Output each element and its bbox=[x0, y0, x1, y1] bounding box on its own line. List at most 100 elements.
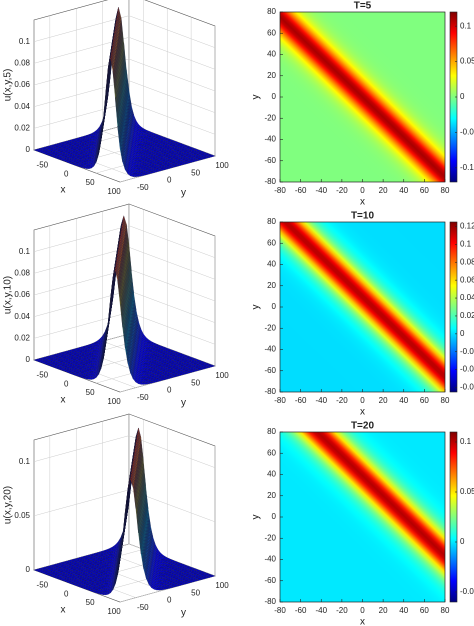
x-tick-label: -80 bbox=[274, 396, 286, 405]
field bbox=[280, 432, 445, 602]
y-tick-label: 100 bbox=[215, 581, 229, 590]
y-tick-label: -40 bbox=[264, 135, 276, 144]
x-tick-label: 40 bbox=[399, 396, 408, 405]
z-tick-label: 0 bbox=[26, 565, 31, 574]
x-tick-label: -80 bbox=[274, 606, 286, 615]
y-tick-label: 80 bbox=[267, 217, 276, 226]
y-tick-label: 50 bbox=[191, 168, 200, 177]
x-tick-label: 80 bbox=[441, 396, 450, 405]
x-tick-label: -40 bbox=[315, 606, 327, 615]
y-tick-label: 100 bbox=[215, 371, 229, 380]
y-tick-label: 0 bbox=[167, 176, 172, 185]
y-tick-label: -40 bbox=[264, 345, 276, 354]
y-tick-label: 0 bbox=[272, 92, 277, 101]
x-tick-label: -60 bbox=[295, 606, 307, 615]
x-tick-label: 50 bbox=[86, 388, 95, 397]
x-tick-label: -80 bbox=[274, 186, 286, 195]
z-tick-label: 0.1 bbox=[19, 247, 31, 256]
chart-title: T=20 bbox=[351, 421, 375, 432]
x-tick-label: 60 bbox=[420, 396, 429, 405]
surface-mesh bbox=[33, 427, 216, 595]
colorbar-tick-label: -0.02 bbox=[460, 347, 474, 356]
x-tick-label: 0 bbox=[360, 606, 365, 615]
colorbar-tick-label: 0 bbox=[460, 329, 465, 338]
y-tick-label: 60 bbox=[267, 238, 276, 247]
y-tick-label: 20 bbox=[267, 281, 276, 290]
y-tick-label: -80 bbox=[264, 597, 276, 606]
x-axis-label: x bbox=[360, 617, 365, 626]
y-tick-label: 0 bbox=[167, 386, 172, 395]
y-tick-label: 40 bbox=[267, 470, 276, 479]
x-tick-label: -20 bbox=[336, 186, 348, 195]
x-tick-label: -20 bbox=[336, 606, 348, 615]
colorbar-tick-label: 0.12 bbox=[460, 222, 474, 231]
z-tick-label: 0 bbox=[26, 355, 31, 364]
y-tick-label: -20 bbox=[264, 113, 276, 122]
z-tick-label: 0.06 bbox=[14, 290, 30, 299]
x-tick-label: 50 bbox=[86, 598, 95, 607]
x-axis-label: x bbox=[61, 605, 66, 616]
x-tick-label: -50 bbox=[37, 160, 49, 169]
x-tick-label: 100 bbox=[107, 607, 121, 616]
colorbar-tick-label: 0.1 bbox=[460, 21, 472, 30]
x-tick-label: 100 bbox=[107, 397, 121, 406]
x-axis-label: x bbox=[61, 395, 66, 406]
y-tick-label: -50 bbox=[137, 603, 149, 612]
x-tick-label: 80 bbox=[441, 186, 450, 195]
z-tick-label: 0.1 bbox=[19, 37, 31, 46]
z-tick-label: 0.08 bbox=[14, 58, 30, 67]
colorbar-tick-label: 0.1 bbox=[460, 437, 472, 446]
x-tick-label: -40 bbox=[315, 186, 327, 195]
x-tick-label: 60 bbox=[420, 186, 429, 195]
x-tick-label: -20 bbox=[336, 396, 348, 405]
colorbar-tick-label: 0 bbox=[460, 92, 465, 101]
z-axis-label: u(x,y,20) bbox=[3, 486, 14, 524]
y-tick-label: 80 bbox=[267, 427, 276, 436]
z-tick-label: 0.02 bbox=[14, 123, 30, 132]
z-axis-label: u(x,y,5) bbox=[3, 69, 14, 102]
x-tick-label: 0 bbox=[64, 589, 69, 598]
z-tick-label: 0.1 bbox=[19, 457, 31, 466]
x-tick-label: -60 bbox=[295, 186, 307, 195]
y-tick-label: 100 bbox=[215, 161, 229, 170]
y-tick-label: 60 bbox=[267, 448, 276, 457]
colorbar-tick-label: 0.02 bbox=[460, 311, 474, 320]
y-tick-label: -50 bbox=[137, 393, 149, 402]
chart-title: T=10 bbox=[351, 211, 375, 222]
surface-mesh bbox=[33, 7, 216, 177]
colorbar-tick-label: 0.04 bbox=[460, 293, 474, 302]
y-tick-label: 60 bbox=[267, 28, 276, 37]
z-tick-label: 0.04 bbox=[14, 102, 30, 111]
x-tick-label: 0 bbox=[64, 169, 69, 178]
z-tick-label: 0.08 bbox=[14, 268, 30, 277]
x-tick-label: -40 bbox=[315, 396, 327, 405]
y-tick-label: -60 bbox=[264, 366, 276, 375]
y-tick-label: 0 bbox=[167, 596, 172, 605]
colorbar bbox=[449, 431, 458, 603]
y-axis-label: y bbox=[251, 305, 262, 310]
colorbar-tick-label: -0.06 bbox=[460, 383, 474, 392]
mesh-cell bbox=[117, 125, 123, 163]
y-tick-label: 50 bbox=[191, 588, 200, 597]
y-tick-label: 0 bbox=[272, 512, 277, 521]
field bbox=[280, 222, 445, 392]
y-tick-label: 20 bbox=[267, 491, 276, 500]
colorbar-tick-label: 0.1 bbox=[460, 239, 472, 248]
z-tick-label: 0.05 bbox=[14, 511, 30, 520]
x-tick-label: 0 bbox=[360, 186, 365, 195]
y-tick-label: 50 bbox=[191, 378, 200, 387]
colorbar-tick-label: 0 bbox=[460, 537, 465, 546]
colorbar bbox=[449, 221, 458, 393]
z-axis-label: u(x,y,10) bbox=[3, 276, 14, 314]
y-axis-label: y bbox=[181, 188, 186, 199]
y-tick-label: 80 bbox=[267, 7, 276, 16]
y-tick-label: -80 bbox=[264, 177, 276, 186]
y-tick-label: 0 bbox=[272, 302, 277, 311]
y-tick-label: -40 bbox=[264, 555, 276, 564]
surface-mesh bbox=[33, 215, 216, 385]
x-axis-label: x bbox=[360, 197, 365, 208]
chart-title: T=5 bbox=[354, 1, 372, 12]
x-tick-label: 20 bbox=[379, 396, 388, 405]
